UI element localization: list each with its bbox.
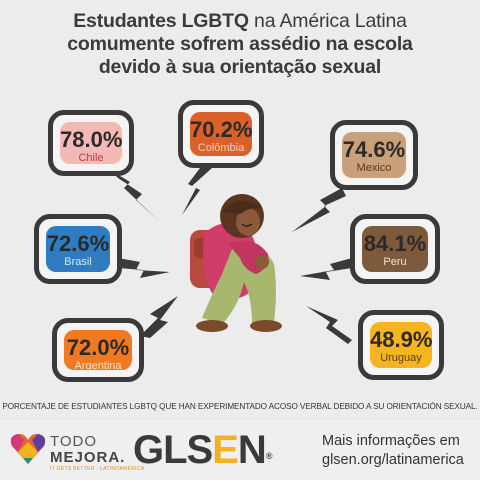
uruguay-percent: 48.9% [370, 327, 433, 352]
more-info: Mais informações em glsen.org/latinameri… [322, 432, 464, 470]
more-info-line-1: Mais informações em [322, 433, 460, 449]
bubble-uruguay: 48.9% Uruguay [358, 310, 444, 380]
brasil-label: Brasil [64, 256, 92, 268]
headline-bold: Estudantes LGBTQ [73, 10, 249, 32]
glsen-registered-mark: ® [265, 451, 273, 461]
uruguay-label: Uruguay [380, 352, 422, 364]
bubble-brasil-fill: 72.6% Brasil [46, 226, 110, 272]
peru-label: Peru [383, 256, 407, 268]
bolt-argentina [140, 296, 178, 338]
bubble-chile-fill: 78.0% Chile [60, 122, 122, 164]
shoe-right [250, 320, 282, 332]
bubble-peru: 84.1% Peru [350, 214, 440, 284]
brasil-percent: 72.6% [46, 231, 110, 256]
speech-bolts [110, 168, 352, 344]
bubble-argentina-fill: 72.0% Argentina [64, 330, 132, 372]
shoe-left [196, 320, 228, 332]
mexico-percent: 74.6% [342, 137, 406, 162]
glsen-logo-e: E [212, 428, 239, 472]
bubble-brasil: 72.6% Brasil [34, 214, 122, 284]
bubble-chile: 78.0% Chile [48, 110, 134, 176]
bolt-uruguay [306, 306, 352, 344]
todo-mejora-heart-icon [10, 433, 46, 464]
bubble-colombia: 70.2% Colômbia [178, 100, 264, 168]
bubble-mexico: 74.6% Mexico [330, 120, 418, 190]
bubble-uruguay-fill: 48.9% Uruguay [370, 322, 432, 368]
chile-percent: 78.0% [60, 127, 123, 152]
bolt-peru [300, 258, 352, 280]
sad-student-illustration [190, 194, 282, 332]
todo-mejora-logo: TODO MEJORA. IT GETS BETTER · LATINOAMÉR… [50, 433, 145, 473]
glsen-logo-n: N [237, 428, 267, 472]
more-info-url[interactable]: glsen.org/latinamerica [322, 452, 464, 468]
bubble-peru-fill: 84.1% Peru [362, 226, 428, 272]
bolt-brasil [118, 258, 170, 278]
colombia-label: Colômbia [197, 142, 245, 154]
headline: Estudantes LGBTQ na América Latina comum… [0, 10, 480, 79]
bolt-colombia [182, 168, 212, 215]
headline-line-2: comumente sofrem assédio na escola [67, 33, 413, 55]
bubble-argentina: 72.0% Argentina [52, 318, 144, 382]
footnote: PORCENTAJE DE ESTUDIANTES LGBTQ QUE HAN … [2, 402, 478, 411]
headline-line-3: devido à sua orientação sexual [98, 56, 382, 78]
face [236, 208, 260, 236]
chile-label: Chile [78, 152, 104, 164]
headline-light: na América Latina [248, 10, 407, 32]
footer: TODO MEJORA. IT GETS BETTER · LATINOAMÉR… [0, 420, 480, 480]
colombia-percent: 70.2% [190, 117, 253, 142]
todo-logo-text-2: MEJORA. [50, 449, 126, 466]
todo-logo-tagline: IT GETS BETTER · LATINOAMÉRICA [50, 466, 145, 472]
mexico-label: Mexico [356, 162, 392, 174]
bubble-colombia-fill: 70.2% Colômbia [190, 112, 252, 156]
bolt-mexico [292, 188, 346, 232]
todo-logo-text: TODO [50, 433, 98, 450]
peru-percent: 84.1% [363, 231, 427, 256]
glsen-logo: GLSEN® [133, 428, 273, 472]
bolt-chile [110, 170, 160, 222]
glsen-logo-gls: GLS [133, 428, 213, 472]
bubble-mexico-fill: 74.6% Mexico [342, 132, 406, 178]
argentina-label: Argentina [74, 360, 122, 372]
argentina-percent: 72.0% [66, 335, 130, 360]
